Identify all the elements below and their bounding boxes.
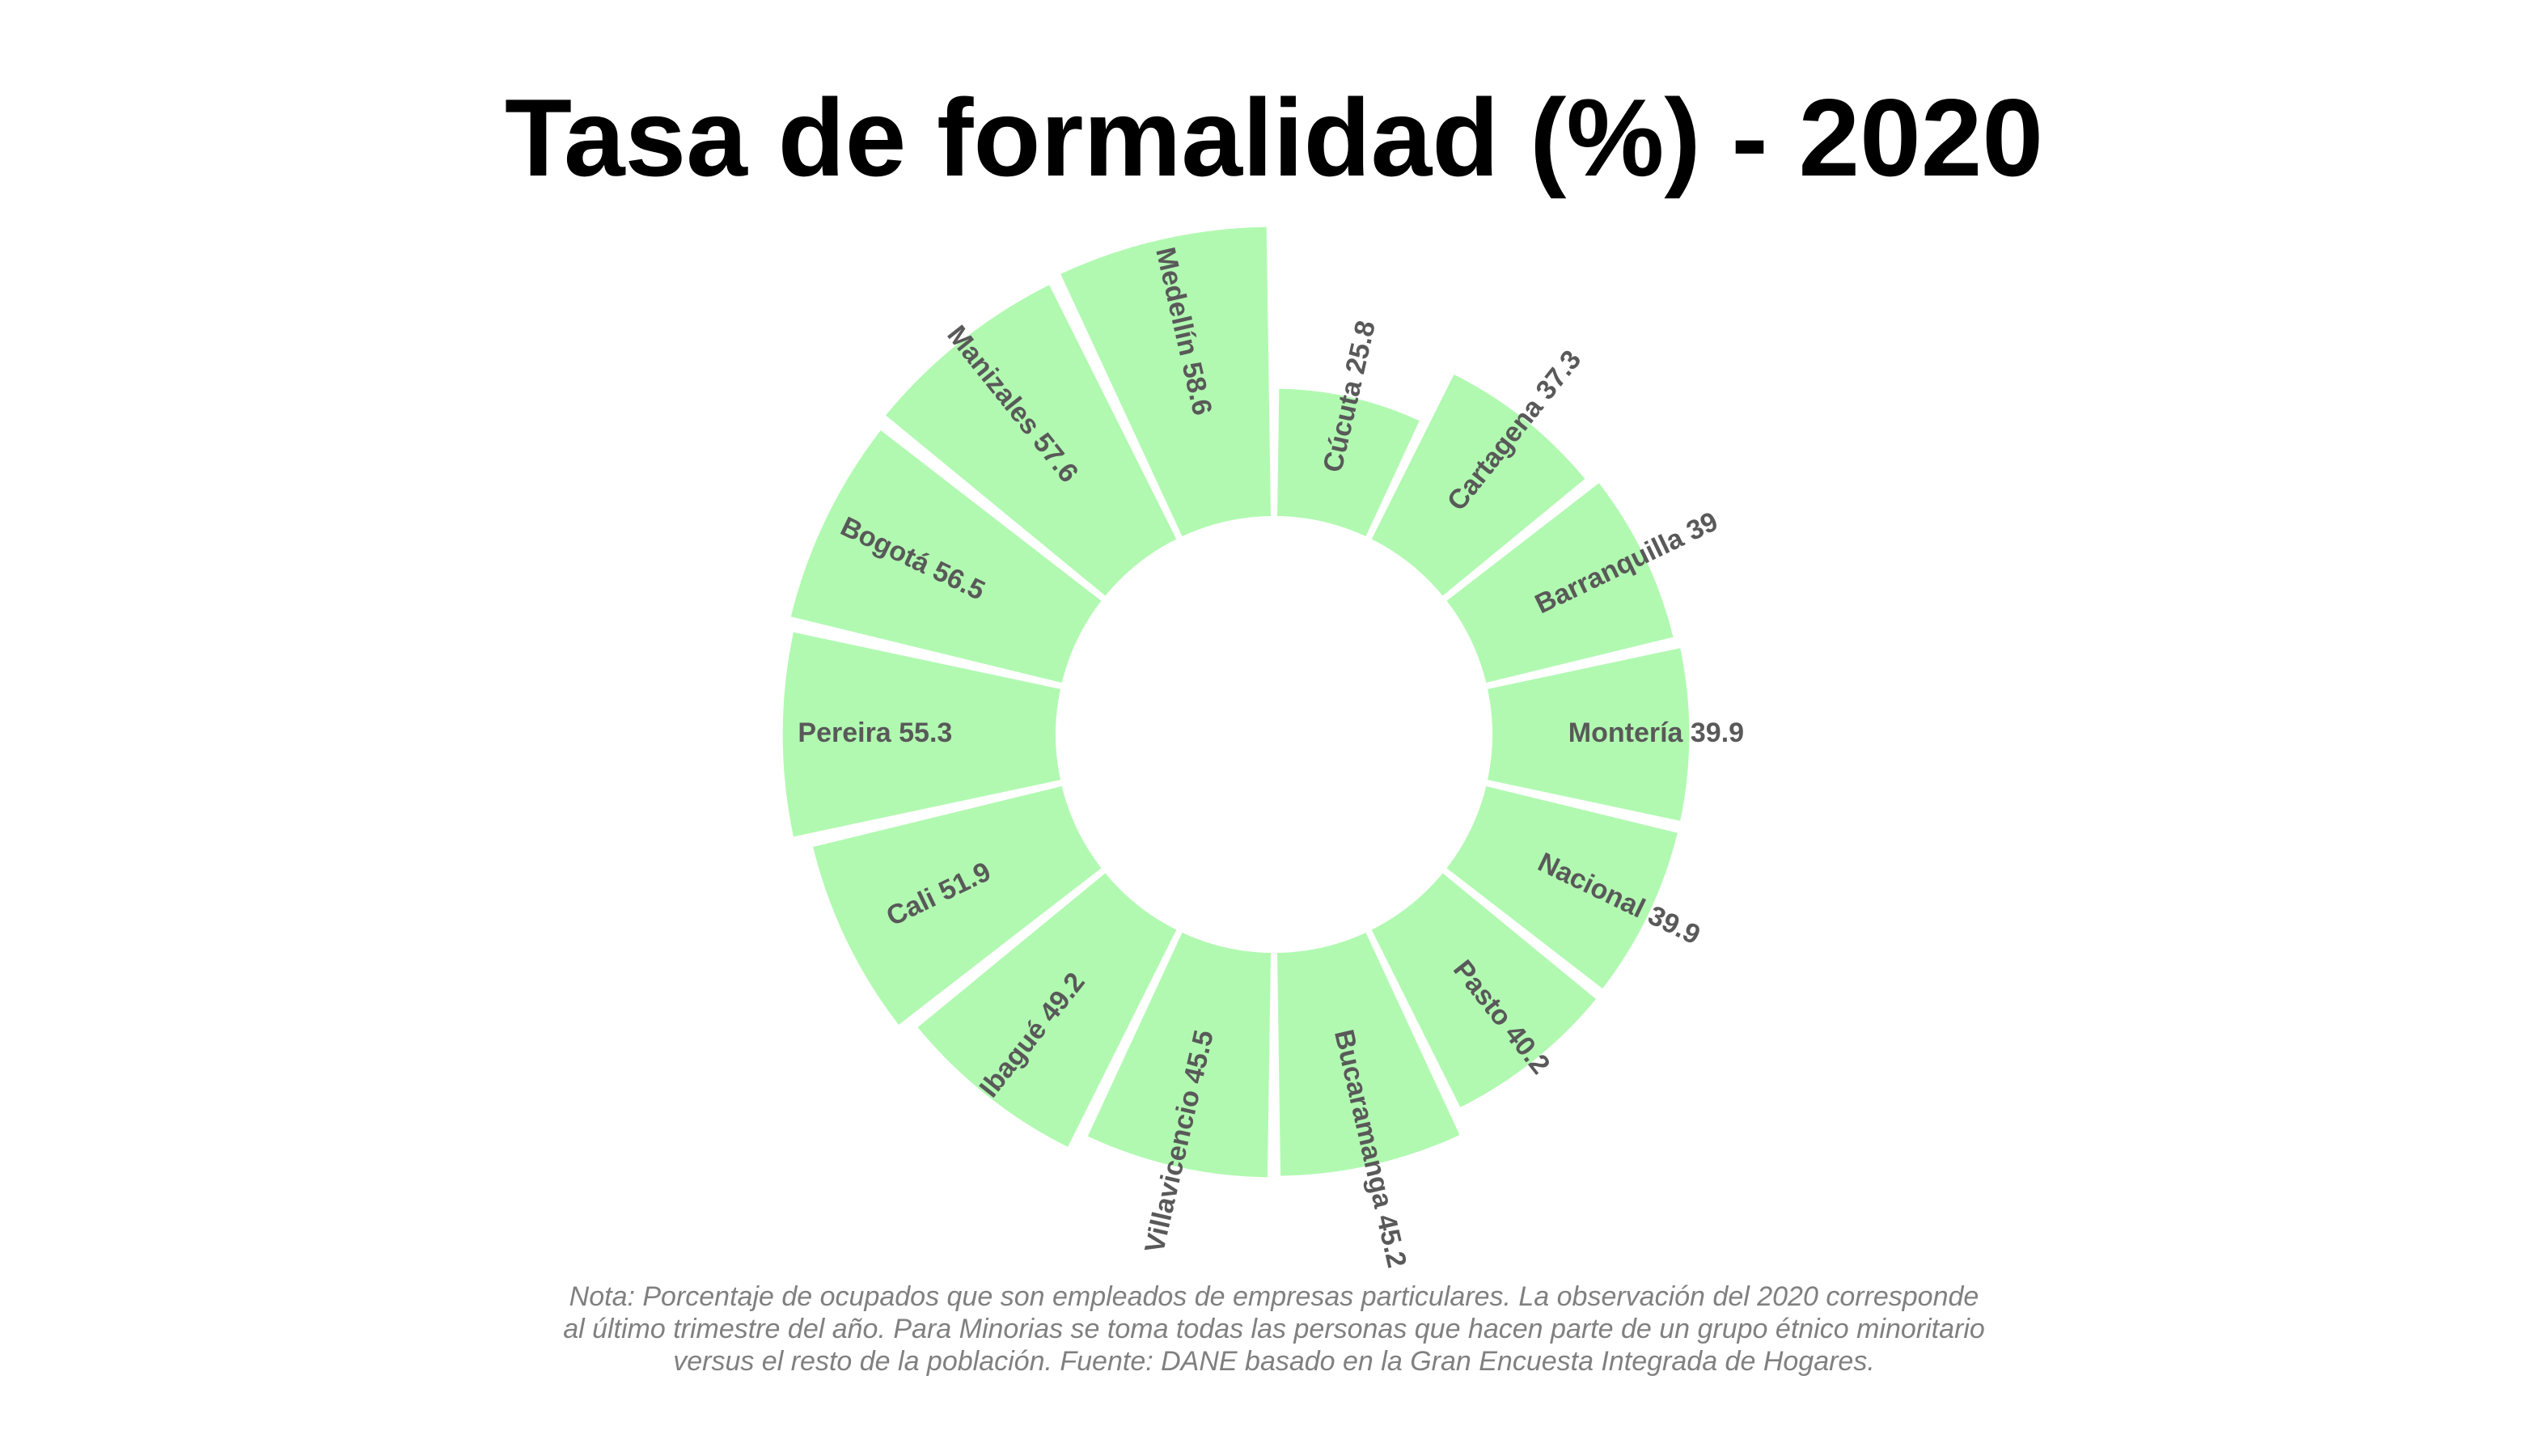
bar-pereira bbox=[782, 632, 1060, 837]
bar-cartagena bbox=[1371, 374, 1585, 596]
bar-bogota bbox=[790, 430, 1102, 684]
bar-bucaramanga bbox=[1277, 932, 1460, 1176]
bar-medellin bbox=[1060, 226, 1271, 537]
label-monteria: Montería 39.9 bbox=[1568, 717, 1744, 748]
bar-manizales bbox=[886, 285, 1177, 596]
bar-pasto bbox=[1371, 873, 1597, 1107]
chart-title: Tasa de formalidad (%) - 2020 bbox=[504, 76, 2044, 199]
bar-cucuta bbox=[1277, 388, 1420, 537]
bar-cali bbox=[813, 785, 1102, 1025]
bar-ibague bbox=[917, 873, 1177, 1147]
label-pereira: Pereira 55.3 bbox=[798, 717, 952, 748]
bar-barranquilla bbox=[1446, 483, 1674, 684]
bar-nacional bbox=[1446, 785, 1678, 989]
chart-note: Nota: Porcentaje de ocupados que son emp… bbox=[563, 1281, 1985, 1377]
bars-layer bbox=[782, 226, 1690, 1178]
bar-monteria bbox=[1488, 648, 1690, 821]
bar-villavicencio bbox=[1087, 932, 1271, 1178]
